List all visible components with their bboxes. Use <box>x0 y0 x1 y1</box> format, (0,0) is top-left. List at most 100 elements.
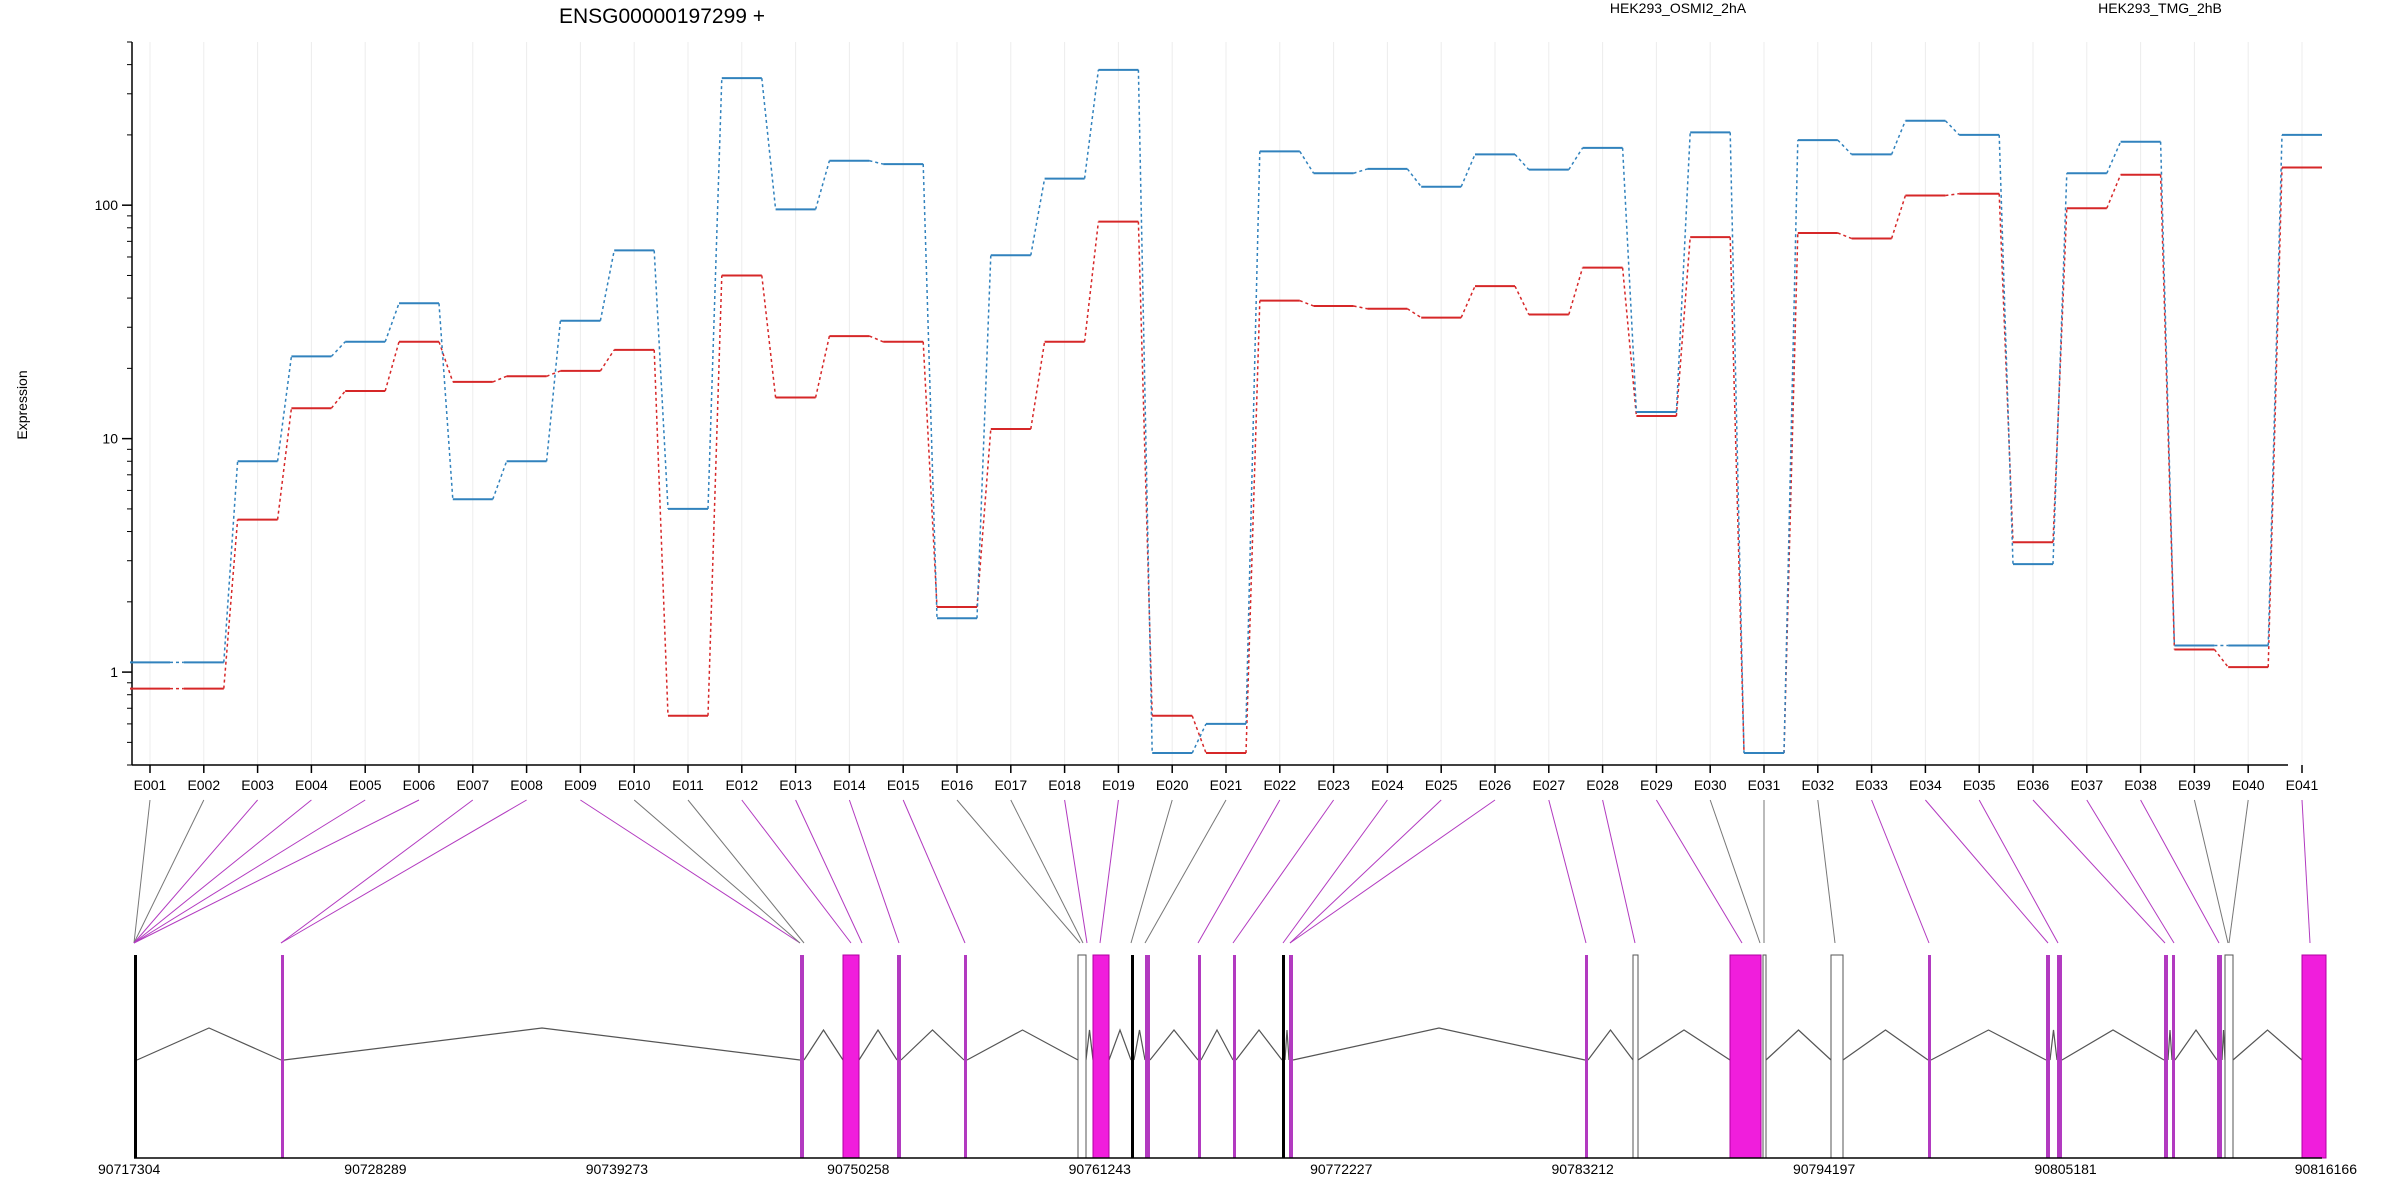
exon-label-E031: E031 <box>1748 777 1781 793</box>
connector-E033 <box>1871 799 1930 944</box>
connector-E007 <box>492 461 508 500</box>
coordinate-label-7: 90783212 <box>1552 1161 1615 1177</box>
connector-E018 <box>1064 799 1088 944</box>
connector-E037 <box>2086 799 2175 944</box>
connector-E028 <box>1602 799 1636 944</box>
gene-exon-block-17 <box>1729 954 1762 1159</box>
connector-E032 <box>1837 232 1852 240</box>
gene-exon-block-20 <box>1928 955 1931 1158</box>
exon-label-E025: E025 <box>1425 777 1458 793</box>
exon-label-E029: E029 <box>1640 777 1673 793</box>
connector-E020 <box>1191 723 1207 754</box>
gene-exon-block-8 <box>1092 954 1110 1159</box>
intron-13 <box>1284 1029 1290 1061</box>
connector-E006 <box>438 303 454 500</box>
intron-26 <box>2232 1029 2303 1061</box>
gene-exon-block-10 <box>1145 955 1150 1158</box>
connector-E030 <box>1729 237 1745 754</box>
connector-E017 <box>1030 178 1046 256</box>
exon-label-E022: E022 <box>1263 777 1296 793</box>
gene-exon-block-13 <box>1282 955 1285 1158</box>
exon-label-E006: E006 <box>403 777 436 793</box>
connector-E010 <box>653 250 669 509</box>
connector-E005 <box>384 303 400 343</box>
connector-E033 <box>1890 120 1907 155</box>
connector-E015 <box>902 799 966 944</box>
legend-entry-series-1: HEK293_OSMI2_2hA <box>1610 0 1747 16</box>
coordinate-label-10: 90816166 <box>2295 1161 2358 1177</box>
connector-E013 <box>795 799 863 944</box>
connector-E015 <box>922 341 938 608</box>
exon-label-E030: E030 <box>1694 777 1727 793</box>
coordinate-label-5: 90761243 <box>1069 1161 1132 1177</box>
exon-label-E007: E007 <box>456 777 489 793</box>
connector-E017 <box>1030 341 1046 430</box>
connector-E027 <box>1568 147 1584 171</box>
connector-E011 <box>707 275 723 716</box>
connector-E014 <box>869 335 884 343</box>
connector-E038 <box>2159 174 2176 650</box>
exon-label-E024: E024 <box>1371 777 1404 793</box>
connector-E019 <box>1137 69 1153 754</box>
y-tick-label-100: 100 <box>95 197 119 213</box>
gene-exon-block-23 <box>2164 955 2168 1158</box>
connector-E023 <box>1353 305 1368 310</box>
connector-E034 <box>1925 799 2049 944</box>
gene-exon-block-25 <box>2217 955 2222 1158</box>
connector-E006 <box>133 799 420 944</box>
genomic-coordinate-labels: 90717304 90728289 90739273 90750258 90761243… <box>98 1161 2357 1177</box>
exon-label-E002: E002 <box>187 777 220 793</box>
connector-E032 <box>1817 799 1836 944</box>
connector-E021 <box>1144 799 1227 944</box>
exon-label-E023: E023 <box>1317 777 1350 793</box>
exon-label-E009: E009 <box>564 777 597 793</box>
exon-label-E028: E028 <box>1586 777 1619 793</box>
exon-label-E016: E016 <box>941 777 974 793</box>
intron-1 <box>136 1027 282 1061</box>
intron-19 <box>1842 1029 1929 1061</box>
gene-exon-block-18 <box>1762 954 1767 1159</box>
connector-E011 <box>707 78 723 509</box>
exon-label-E038: E038 <box>2124 777 2157 793</box>
connector-E021 <box>1245 300 1261 754</box>
connector-E007 <box>492 375 507 383</box>
intron-7 <box>1085 1029 1094 1061</box>
connector-E022 <box>1299 150 1315 174</box>
connector-E036 <box>2052 173 2068 565</box>
gene-exon-block-5 <box>897 955 901 1158</box>
exon-label-E004: E004 <box>295 777 328 793</box>
gene-exon-block-4 <box>842 954 860 1159</box>
connector-E004 <box>133 799 312 944</box>
connector-E010 <box>633 799 801 944</box>
gene-exon-block-9 <box>1131 955 1134 1158</box>
y-tick-label-10: 10 <box>102 431 118 447</box>
connector-E019 <box>1099 799 1119 944</box>
connector-E037 <box>2106 141 2122 174</box>
connector-E027 <box>1568 267 1584 315</box>
connector-E035 <box>1978 799 2059 944</box>
intron-18 <box>1765 1029 1832 1061</box>
intron-8 <box>1108 1028 1132 1061</box>
connector-E030 <box>1729 132 1745 754</box>
connector-E003 <box>276 408 293 520</box>
connector-E022 <box>1197 799 1281 944</box>
intron-11 <box>1200 1028 1234 1061</box>
series-1 <box>130 166 2322 755</box>
connector-E014 <box>848 799 900 944</box>
intron-23 <box>2167 1029 2173 1061</box>
connector-E020 <box>1130 799 1173 944</box>
exon-label-E037: E037 <box>2070 777 2103 793</box>
connector-E026 <box>1289 799 1496 944</box>
connector-E028 <box>1621 267 1638 417</box>
connector-E033 <box>1890 195 1907 239</box>
gene-exon-block-12 <box>1233 955 1236 1158</box>
exon-label-E021: E021 <box>1210 777 1243 793</box>
connector-E004 <box>330 390 346 409</box>
gene-exon-block-22 <box>2057 955 2062 1158</box>
connector-E040 <box>2228 799 2249 944</box>
coordinate-label-9: 90805181 <box>2034 1161 2097 1177</box>
connector-E015 <box>922 164 938 619</box>
connector-E026 <box>1514 285 1530 315</box>
coordinate-label-1: 90717304 <box>98 1161 161 1177</box>
connector-E008 <box>545 320 562 462</box>
